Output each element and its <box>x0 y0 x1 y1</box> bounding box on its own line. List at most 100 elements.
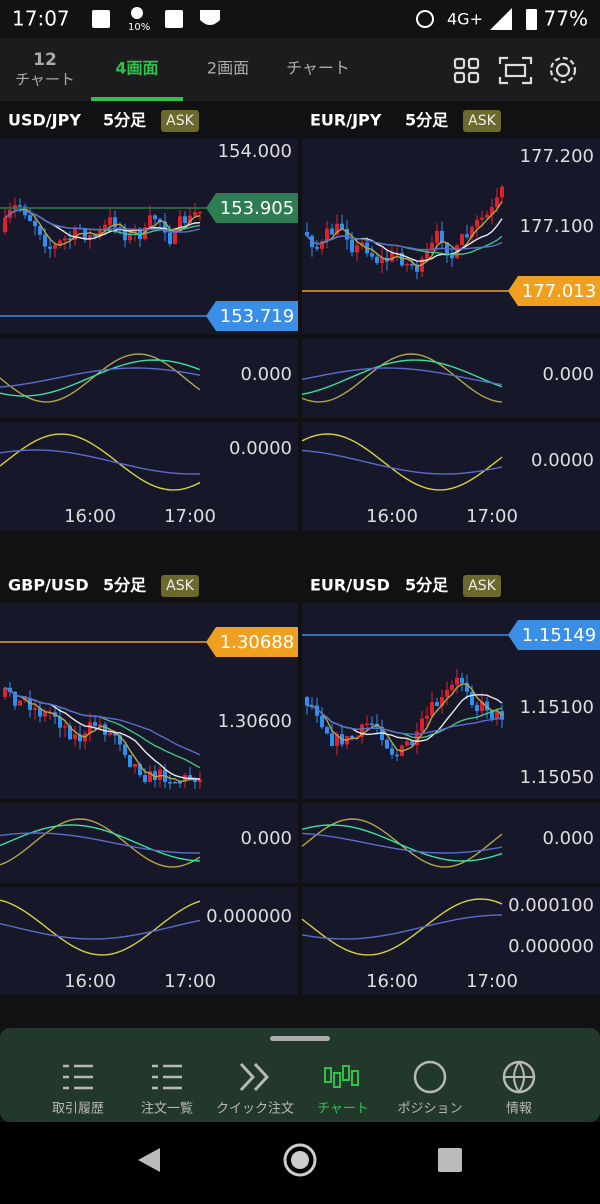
drag-handle[interactable] <box>270 1036 330 1041</box>
indicator-line <box>301 353 503 403</box>
indicator-label: 0.000 <box>542 364 594 385</box>
pair-name: USD/JPY <box>8 111 81 130</box>
side: ASK <box>166 578 194 594</box>
home-button[interactable] <box>283 1143 317 1177</box>
nav-icon[interactable] <box>324 1067 332 1083</box>
nav-label[interactable]: 注文一覧 <box>141 1101 193 1117</box>
toolbar-icons <box>453 56 577 85</box>
candle-body <box>113 732 117 736</box>
candle-body <box>43 712 47 717</box>
price-badge-label: 177.013 <box>522 281 596 302</box>
nav-icon[interactable] <box>504 1061 534 1094</box>
candle-body <box>63 238 67 241</box>
status-network: 4G+ <box>447 10 483 29</box>
panel-header <box>0 567 298 601</box>
panel-header <box>0 102 298 136</box>
timeframe: 5分足 <box>405 111 449 130</box>
tab-count[interactable]: 12 <box>33 50 57 70</box>
price-badge <box>206 627 298 657</box>
grid-icon[interactable] <box>467 57 480 70</box>
indicator-line <box>0 359 201 397</box>
candle-body <box>455 677 459 685</box>
candle-body <box>38 226 42 235</box>
home-button[interactable] <box>291 1151 309 1169</box>
candle-body <box>330 228 334 235</box>
side-badge <box>463 110 501 132</box>
candle-body <box>18 700 22 706</box>
chart-area <box>302 338 600 418</box>
candle-body <box>3 687 7 697</box>
candle-body <box>188 215 192 224</box>
indicator-label: 0.000000 <box>508 936 594 957</box>
candle-body <box>3 218 7 232</box>
settings-icon[interactable] <box>549 56 577 84</box>
nav-label[interactable]: クイック注文 <box>216 1102 294 1117</box>
settings-icon[interactable] <box>555 62 571 78</box>
nav-icon[interactable] <box>413 1060 447 1094</box>
candle-body <box>390 253 394 262</box>
nav-icon[interactable] <box>351 1070 359 1086</box>
indicator-line <box>0 832 201 854</box>
candle-body <box>500 711 504 720</box>
candle-body <box>153 771 157 781</box>
price-badge <box>508 620 600 650</box>
indicator-line <box>0 824 201 862</box>
candle-body <box>365 723 369 725</box>
candle-body <box>435 702 439 707</box>
nav-icon[interactable] <box>333 1072 341 1088</box>
candle-body <box>335 223 339 235</box>
grid-icon[interactable] <box>453 71 466 84</box>
tab[interactable]: 4画面 <box>115 59 158 78</box>
chart-area <box>302 803 600 883</box>
time-label: 16:00 <box>366 971 418 992</box>
indicator-line <box>0 433 201 491</box>
candle-body <box>435 230 439 243</box>
candle-body <box>475 705 479 711</box>
indicator-line <box>0 818 201 868</box>
screenshot-icon[interactable] <box>498 56 533 85</box>
nav-icon[interactable] <box>239 1062 270 1092</box>
back-button[interactable] <box>138 1148 160 1172</box>
candle-body <box>13 691 17 706</box>
tab-indicator <box>91 97 183 101</box>
candle-body <box>133 228 137 234</box>
candle-body <box>78 734 82 742</box>
candle-body <box>450 255 454 259</box>
tab[interactable]: 2画面 <box>207 59 249 78</box>
candle-body <box>128 233 132 241</box>
candle-body <box>460 677 464 683</box>
nav-label[interactable]: ポジション <box>397 1102 462 1117</box>
candle-body <box>480 217 484 220</box>
candle-body <box>320 715 324 728</box>
tab-count-label[interactable]: チャート <box>15 71 75 89</box>
candle-body <box>88 235 92 240</box>
nav-label[interactable]: チャート <box>317 1102 369 1117</box>
grid-icon[interactable] <box>453 57 466 70</box>
recents-button[interactable] <box>438 1148 462 1172</box>
candle-body <box>425 715 429 719</box>
candle-body <box>183 216 187 224</box>
indicator-label: 0.0000 <box>531 450 594 471</box>
candle-body <box>163 221 167 233</box>
chart-area <box>0 422 298 502</box>
nav-label[interactable]: 取引履歴 <box>52 1102 104 1117</box>
nav-icon[interactable] <box>342 1065 350 1081</box>
chart-panel[interactable]: EUR/JPY 5分足 ASK177.200177.100177.0130.0000… <box>301 102 600 530</box>
chart-panel[interactable]: GBP/USD5分足ASK1.307001.306001.306880.0000… <box>0 567 298 995</box>
candle-body <box>168 782 172 784</box>
time-label: 17:00 <box>466 971 518 992</box>
nav-label[interactable]: 情報 <box>506 1102 532 1117</box>
grid-icon[interactable] <box>467 71 480 84</box>
moving-average <box>4 209 201 233</box>
candle-body <box>178 782 182 784</box>
screenshot-icon[interactable] <box>504 63 527 78</box>
candle-body <box>460 234 464 246</box>
candle-body <box>370 253 374 257</box>
chart-panel[interactable]: USD/JPY 5分足 ASK154.000153.905153.7190.0000… <box>0 102 298 530</box>
timeframe: 5分足 <box>103 576 147 595</box>
chart-panel[interactable]: EUR/USD 5分足 ASK1.151001.150501.151490.0000… <box>301 567 600 995</box>
candle-body <box>198 779 202 782</box>
candle-body <box>58 240 62 246</box>
indicator-line <box>0 449 201 475</box>
tab[interactable]: チャート <box>286 59 350 78</box>
